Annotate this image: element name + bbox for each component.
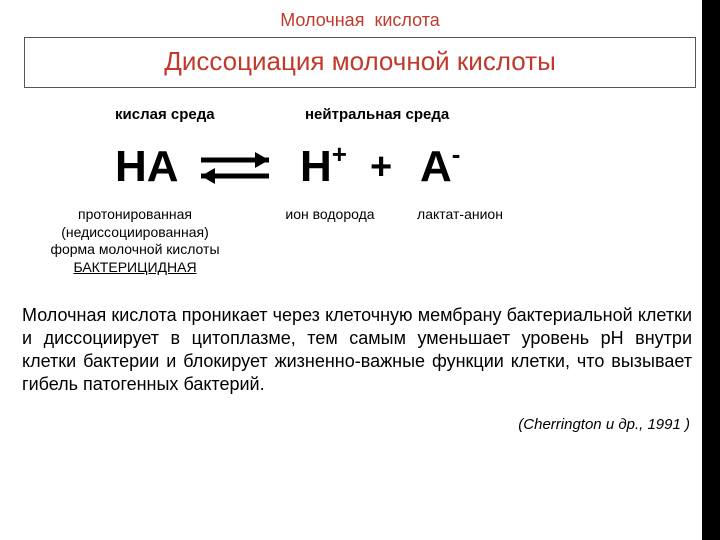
eq-a-sup: - xyxy=(452,139,461,169)
equation: HA H+ + A- xyxy=(0,136,720,206)
descr-left: протонированная (недиссоциированная) фор… xyxy=(20,206,250,276)
eq-plus: + xyxy=(370,146,392,189)
description-row: протонированная (недиссоциированная) фор… xyxy=(0,206,720,296)
env-neutral-label: нейтральная среда xyxy=(305,106,449,123)
citation: (Cherrington и др., 1991 ) xyxy=(0,416,690,433)
eq-a-base: A xyxy=(420,142,452,191)
eq-ha: HA xyxy=(115,142,179,192)
descr-left-line3: форма молочной кислоты xyxy=(20,241,250,259)
descr-left-line2: (недиссоциированная) xyxy=(20,224,250,242)
box-title: Диссоциация молочной кислоты xyxy=(24,37,696,88)
descr-left-line4: БАКТЕРИЦИДНАЯ xyxy=(20,259,250,277)
eq-h: H+ xyxy=(300,142,347,192)
descr-right: лактат-анион xyxy=(400,206,520,224)
eq-h-base: H xyxy=(300,142,332,191)
environment-row: кислая среда нейтральная среда xyxy=(0,106,720,132)
body-paragraph: Молочная кислота проникает через клеточн… xyxy=(22,304,692,396)
page-small-title: Молочная кислота xyxy=(0,0,720,37)
env-acid-label: кислая среда xyxy=(115,106,215,123)
descr-mid: ион водорода xyxy=(270,206,390,224)
eq-a: A- xyxy=(420,142,460,192)
descr-left-line1: протонированная xyxy=(20,206,250,224)
eq-h-sup: + xyxy=(332,139,347,169)
equilibrium-arrows-icon xyxy=(195,146,275,190)
